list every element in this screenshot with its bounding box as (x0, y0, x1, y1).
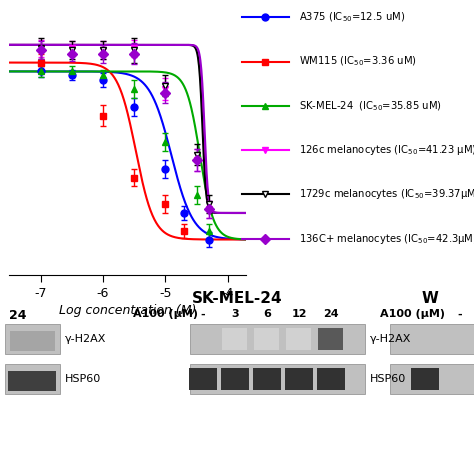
FancyBboxPatch shape (390, 324, 474, 354)
FancyBboxPatch shape (286, 328, 311, 350)
Text: γ-H2AX: γ-H2AX (65, 334, 106, 344)
Text: γ-H2AX: γ-H2AX (370, 334, 411, 344)
Text: A100 (μM): A100 (μM) (380, 310, 445, 319)
FancyBboxPatch shape (190, 324, 365, 354)
Text: 6: 6 (263, 310, 271, 319)
Text: 1729c melanocytes (IC$_{50}$=39.37μM): 1729c melanocytes (IC$_{50}$=39.37μM) (299, 187, 474, 201)
Text: 126c melanocytes (IC$_{50}$=41.23 μM): 126c melanocytes (IC$_{50}$=41.23 μM) (299, 143, 474, 157)
Text: 136C+ melanocytes (IC$_{50}$=42.3μM): 136C+ melanocytes (IC$_{50}$=42.3μM) (299, 232, 474, 246)
Text: SK-MEL-24  (IC$_{50}$=35.85 uM): SK-MEL-24 (IC$_{50}$=35.85 uM) (299, 99, 441, 113)
Text: 3: 3 (231, 310, 239, 319)
X-axis label: Log concentration (M): Log concentration (M) (59, 304, 197, 317)
FancyBboxPatch shape (190, 364, 365, 394)
Text: A100 (μM): A100 (μM) (133, 310, 198, 319)
FancyBboxPatch shape (253, 368, 281, 390)
Text: HSP60: HSP60 (370, 374, 406, 384)
FancyBboxPatch shape (189, 368, 217, 390)
FancyBboxPatch shape (390, 364, 474, 394)
FancyBboxPatch shape (10, 331, 55, 351)
FancyBboxPatch shape (319, 328, 344, 350)
FancyBboxPatch shape (411, 368, 439, 390)
Text: 24: 24 (323, 310, 339, 319)
Text: SK-MEL-24: SK-MEL-24 (191, 292, 283, 306)
Text: 12: 12 (291, 310, 307, 319)
Text: 24: 24 (9, 310, 27, 322)
FancyBboxPatch shape (5, 364, 60, 394)
Text: W: W (421, 292, 438, 306)
FancyBboxPatch shape (222, 328, 247, 350)
FancyBboxPatch shape (5, 324, 60, 354)
FancyBboxPatch shape (285, 368, 313, 390)
Text: -: - (201, 310, 205, 319)
FancyBboxPatch shape (221, 368, 249, 390)
Text: A375 (IC$_{50}$=12.5 uM): A375 (IC$_{50}$=12.5 uM) (299, 10, 405, 24)
FancyBboxPatch shape (317, 368, 345, 390)
FancyBboxPatch shape (255, 328, 280, 350)
Text: -: - (458, 310, 462, 319)
FancyBboxPatch shape (9, 371, 56, 391)
Text: WM115 (IC$_{50}$=3.36 uM): WM115 (IC$_{50}$=3.36 uM) (299, 55, 417, 68)
Text: HSP60: HSP60 (65, 374, 101, 384)
